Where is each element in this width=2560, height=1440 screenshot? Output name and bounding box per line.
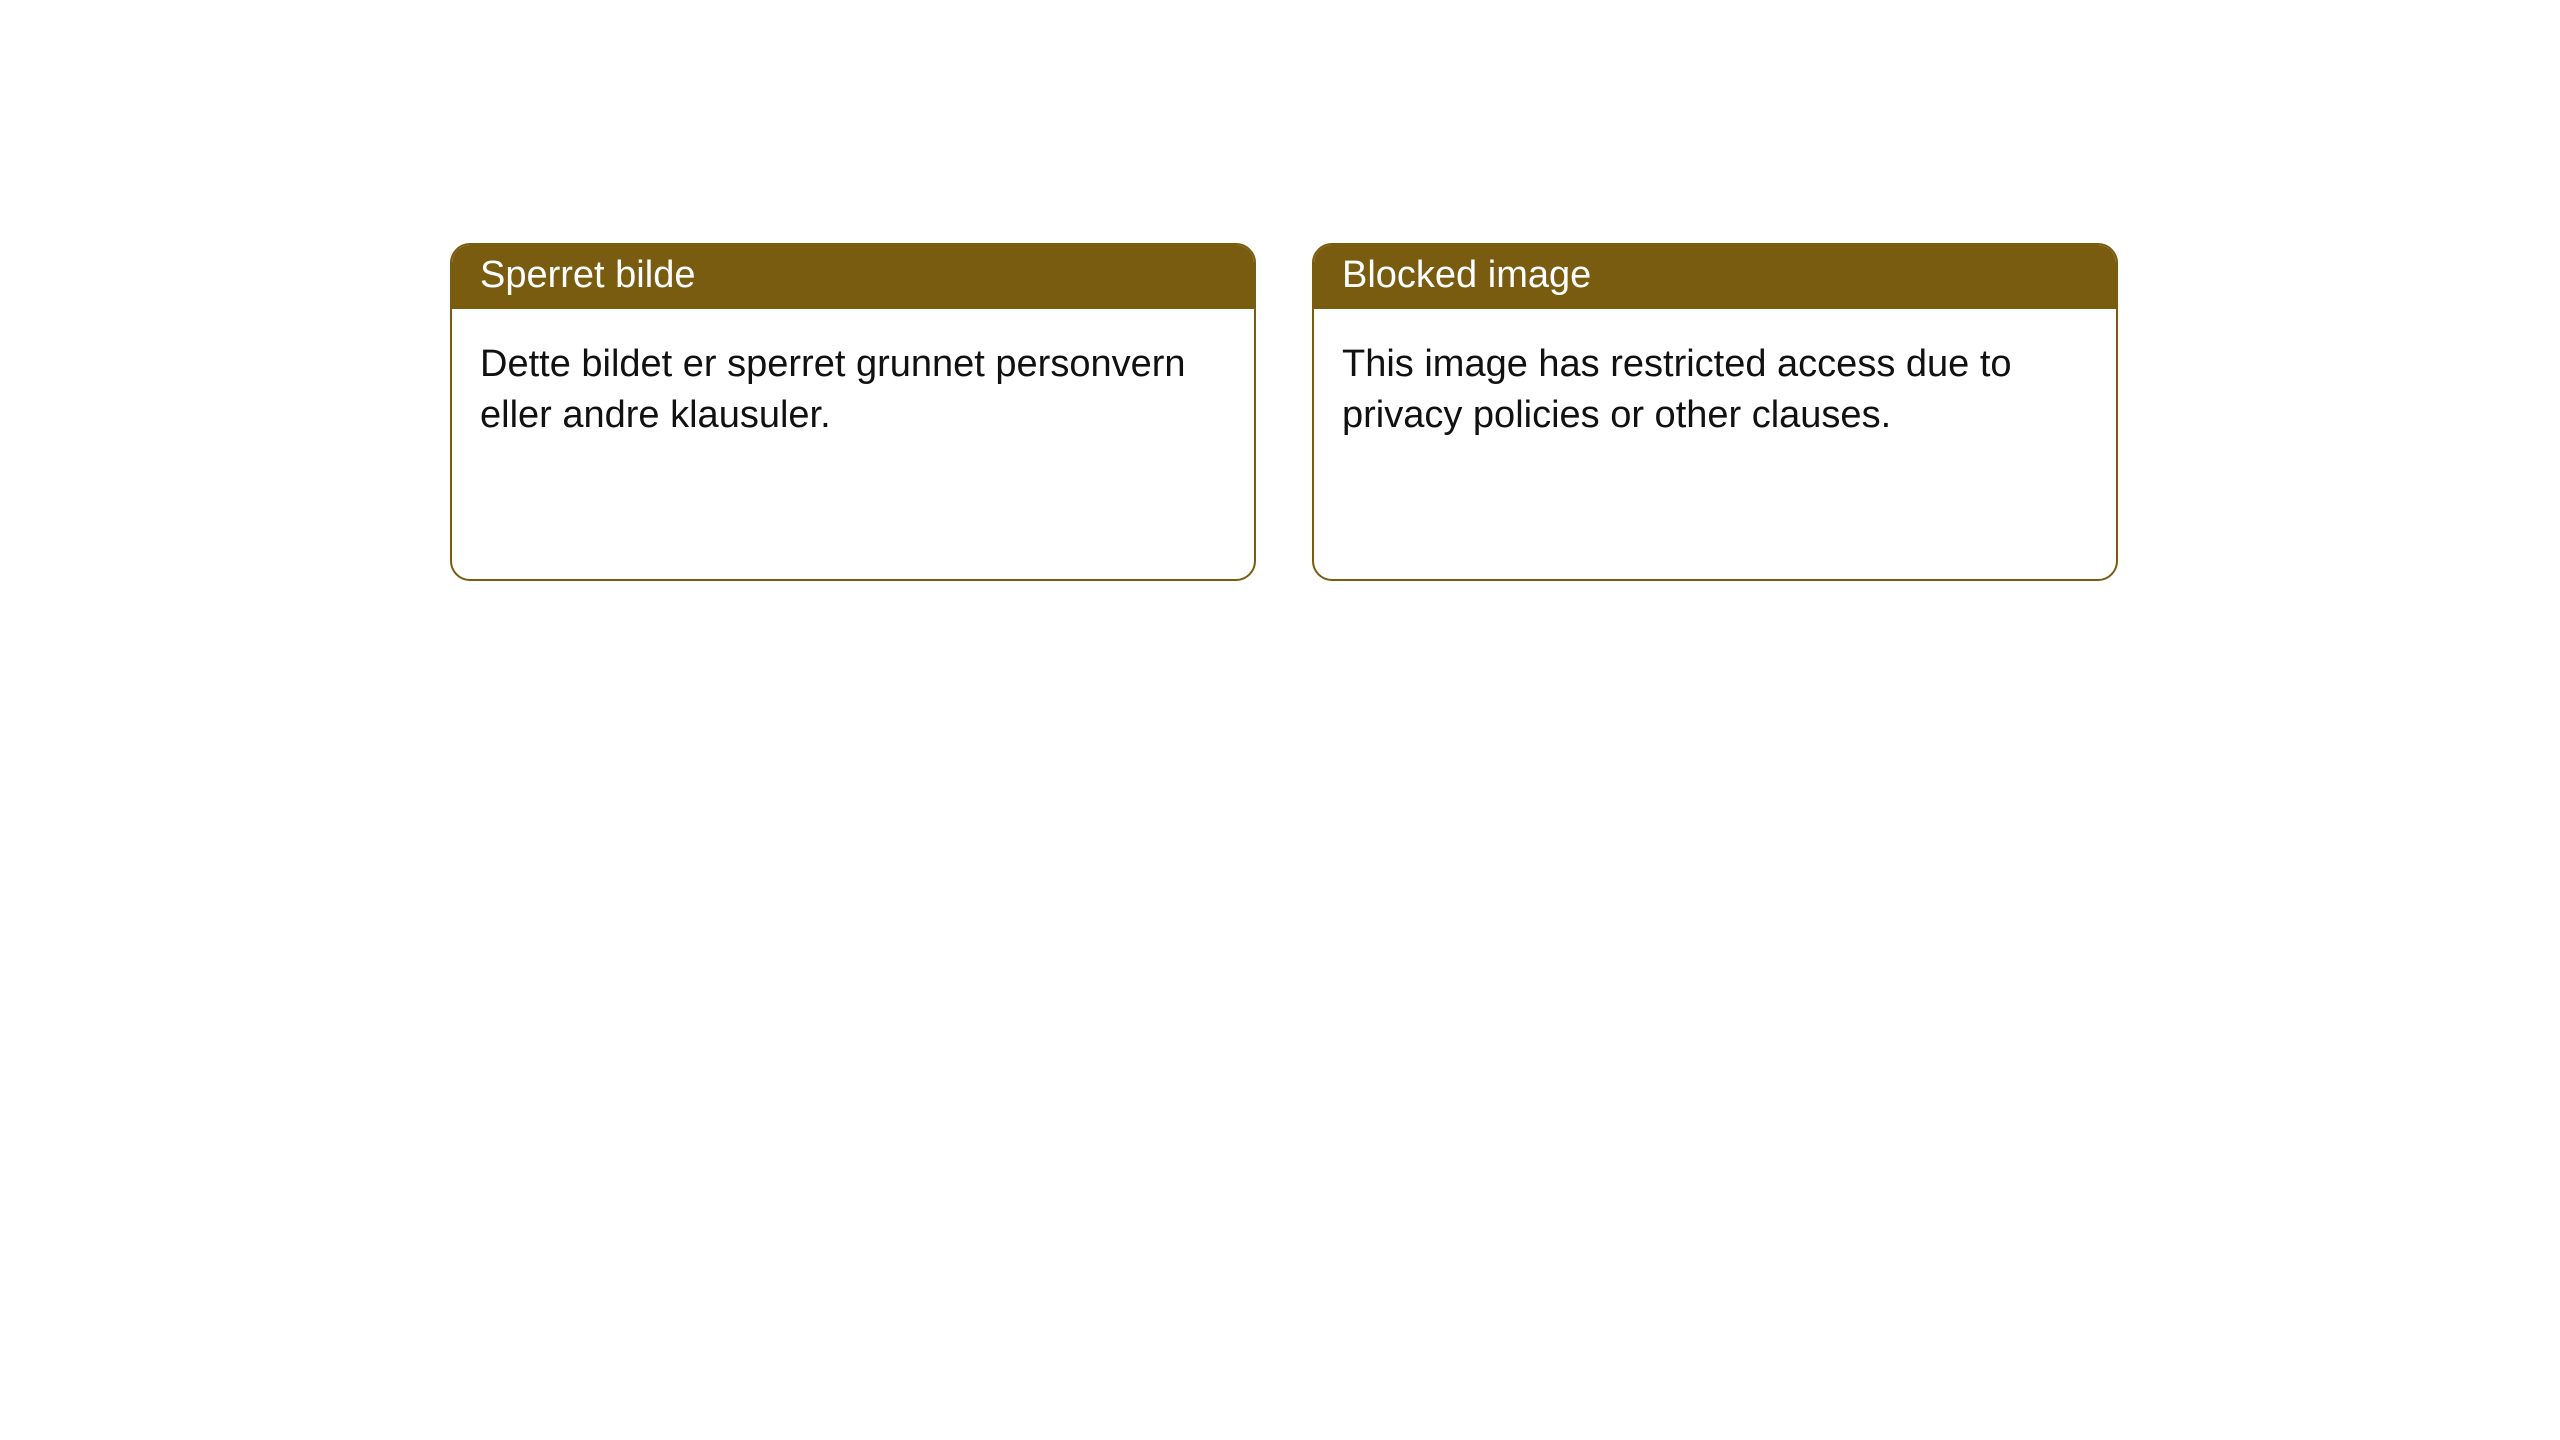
card-body: This image has restricted access due to … bbox=[1314, 309, 2116, 472]
card-body-text: This image has restricted access due to … bbox=[1342, 343, 2012, 436]
card-body: Dette bildet er sperret grunnet personve… bbox=[452, 309, 1254, 472]
card-title: Blocked image bbox=[1342, 254, 1591, 296]
card-header: Blocked image bbox=[1314, 245, 2116, 309]
card-container: Sperret bilde Dette bildet er sperret gr… bbox=[0, 0, 2560, 581]
card-body-text: Dette bildet er sperret grunnet personve… bbox=[480, 343, 1186, 436]
blocked-image-card-english: Blocked image This image has restricted … bbox=[1312, 243, 2118, 581]
card-header: Sperret bilde bbox=[452, 245, 1254, 309]
blocked-image-card-norwegian: Sperret bilde Dette bildet er sperret gr… bbox=[450, 243, 1256, 581]
card-title: Sperret bilde bbox=[480, 254, 695, 296]
